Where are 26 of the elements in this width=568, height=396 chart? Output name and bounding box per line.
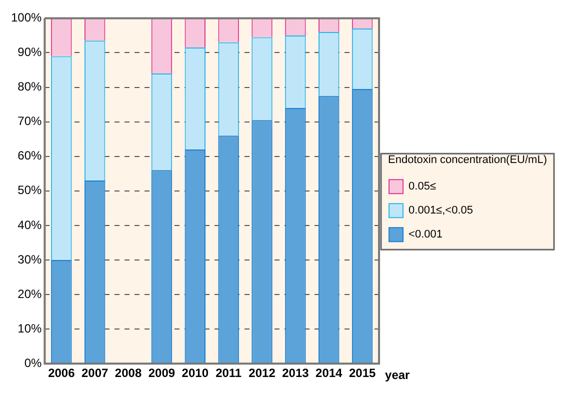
y-tick-label: 0% bbox=[24, 356, 42, 370]
y-tick-label: 100% bbox=[10, 10, 42, 25]
legend-label: <0.001 bbox=[408, 228, 442, 241]
y-tick-label: 10% bbox=[18, 321, 42, 336]
y-tick-label: 60% bbox=[18, 148, 42, 163]
x-tick-label: 2013 bbox=[282, 366, 310, 380]
x-tick-label: 2011 bbox=[216, 366, 242, 380]
x-tick-label: 2012 bbox=[248, 366, 276, 380]
y-tick-label: 30% bbox=[18, 252, 42, 266]
legend-label: 0.05≤ bbox=[408, 180, 436, 193]
y-tick-label: 20% bbox=[18, 286, 42, 301]
x-tick-label: 2008 bbox=[114, 366, 142, 380]
y-tick-label: 80% bbox=[18, 80, 42, 94]
x-tick-label: 2007 bbox=[81, 366, 109, 380]
x-tick-label: 2015 bbox=[348, 366, 376, 380]
x-tick-label: 2006 bbox=[48, 366, 76, 380]
y-tick-label: 70% bbox=[18, 114, 42, 128]
y-tick-label: 40% bbox=[18, 218, 42, 232]
x-tick-label: 2009 bbox=[148, 366, 176, 380]
legend-label: 0.001≤,<0.05 bbox=[408, 204, 473, 217]
legend-title: Endotoxin concentration(EU/mL) bbox=[388, 154, 547, 166]
x-tick-label: 2014 bbox=[316, 366, 343, 380]
y-tick-label: 50% bbox=[18, 183, 42, 198]
y-tick-label: 90% bbox=[18, 45, 42, 60]
x-axis-title: year bbox=[385, 368, 410, 382]
x-tick-label: 2010 bbox=[182, 366, 209, 380]
